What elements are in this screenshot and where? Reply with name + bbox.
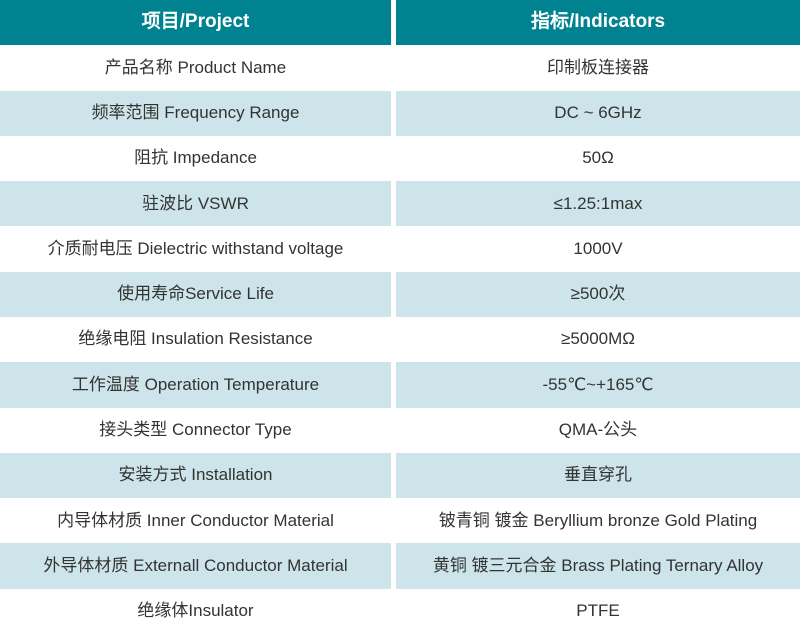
indicator-cell: 印制板连接器 (396, 45, 800, 91)
project-cell: 接头类型 Connector Type (0, 407, 391, 453)
indicator-cell: PTFE (396, 588, 800, 634)
table-row: 接头类型 Connector Type QMA-公头 (0, 407, 800, 453)
table-row: 内导体材质 Inner Conductor Material 铍青铜 镀金 Ber… (0, 498, 800, 544)
project-cell: 阻抗 Impedance (0, 135, 391, 182)
table-row: 安装方式 Installation 垂直穿孔 (0, 452, 800, 499)
table-row: 驻波比 VSWR ≤1.25:1max (0, 181, 800, 227)
project-cell: 产品名称 Product Name (0, 45, 391, 91)
project-cell: 内导体材质 Inner Conductor Material (0, 498, 391, 544)
table-row: 使用寿命Service Life ≥500次 (0, 271, 800, 317)
indicator-cell: 50Ω (396, 135, 800, 182)
table-row: 工作温度 Operation Temperature -55℃~+165℃ (0, 362, 800, 408)
indicator-cell: ≥5000MΩ (396, 316, 800, 363)
table-row: 外导体材质 Externall Conductor Material 黄铜 镀三元… (0, 543, 800, 589)
project-cell: 使用寿命Service Life (0, 271, 391, 317)
project-cell: 绝缘电阻 Insulation Resistance (0, 316, 391, 363)
indicator-cell: ≤1.25:1max (396, 181, 800, 227)
table-row: 频率范围 Frequency Range DC ~ 6GHz (0, 90, 800, 136)
table-row: 绝缘电阻 Insulation Resistance ≥5000MΩ (0, 316, 800, 363)
table-header-row: 项目/Project 指标/Indicators (0, 0, 800, 46)
header-cell-project: 项目/Project (0, 0, 391, 46)
project-cell: 驻波比 VSWR (0, 181, 391, 227)
indicator-cell: 垂直穿孔 (396, 452, 800, 499)
indicator-cell: -55℃~+165℃ (396, 362, 800, 408)
project-cell: 介质耐电压 Dielectric withstand voltage (0, 226, 391, 272)
indicator-cell: QMA-公头 (396, 407, 800, 453)
indicator-cell: DC ~ 6GHz (396, 90, 800, 136)
table-row: 产品名称 Product Name 印制板连接器 (0, 45, 800, 91)
project-cell: 绝缘体Insulator (0, 588, 391, 634)
project-cell: 安装方式 Installation (0, 452, 391, 499)
indicator-cell: 铍青铜 镀金 Beryllium bronze Gold Plating (396, 498, 800, 544)
table-row: 阻抗 Impedance 50Ω (0, 135, 800, 182)
header-cell-indicators: 指标/Indicators (396, 0, 800, 46)
table-row: 介质耐电压 Dielectric withstand voltage 1000V (0, 226, 800, 272)
project-cell: 外导体材质 Externall Conductor Material (0, 543, 391, 589)
table-row: 绝缘体Insulator PTFE (0, 588, 800, 634)
indicator-cell: 黄铜 镀三元合金 Brass Plating Ternary Alloy (396, 543, 800, 589)
project-cell: 工作温度 Operation Temperature (0, 362, 391, 408)
project-cell: 频率范围 Frequency Range (0, 90, 391, 136)
indicator-cell: 1000V (396, 226, 800, 272)
indicator-cell: ≥500次 (396, 271, 800, 317)
